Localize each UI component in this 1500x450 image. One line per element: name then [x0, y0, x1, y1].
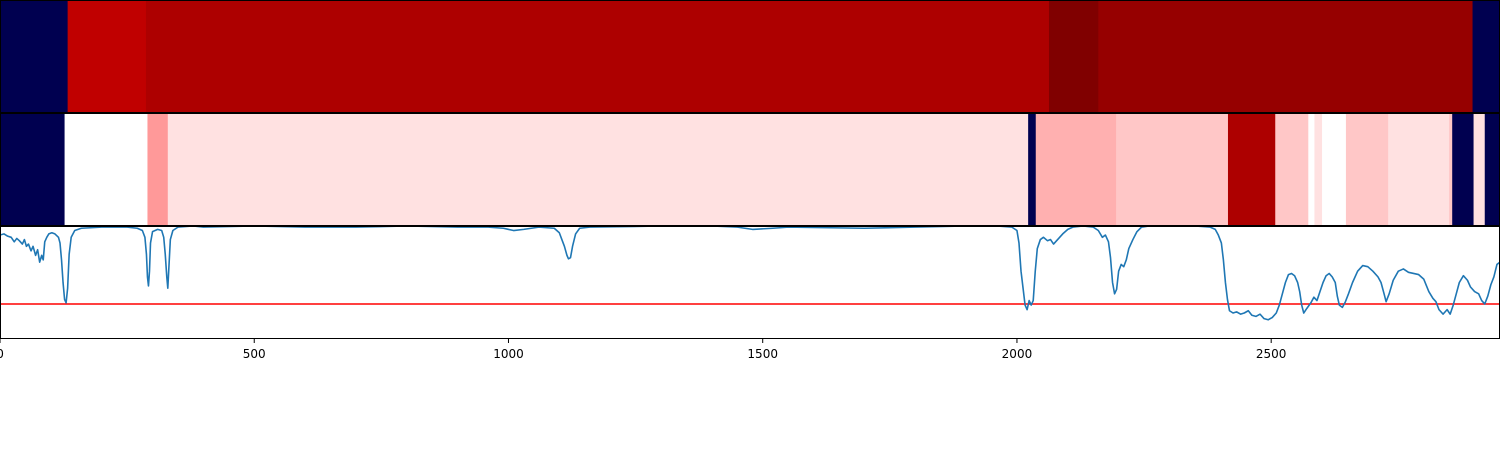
x-tick-label-2: 1000: [493, 347, 524, 361]
heatmap-middle-segment-13: [1388, 113, 1450, 226]
heatmap-middle-segment-7: [1227, 113, 1276, 226]
x-tick-label-0: 0: [0, 347, 4, 361]
heatmap-middle-segment-17: [1484, 113, 1500, 226]
heatmap-top-segment-2: [145, 0, 1050, 113]
series-line: [0, 225, 1500, 321]
heatmap-middle-segment-2: [147, 113, 169, 226]
x-tick-label-4: 2000: [1002, 347, 1033, 361]
x-tick-label-3: 1500: [747, 347, 778, 361]
heatmap-top-segment-4: [1098, 0, 1474, 113]
heatmap-middle-segment-12: [1345, 113, 1389, 226]
heatmap-middle-segment-8: [1275, 113, 1309, 226]
heatmap-middle-segment-14: [1449, 113, 1453, 226]
heatmap-middle: [0, 113, 1500, 226]
x-tick-label-5: 2500: [1256, 347, 1287, 361]
heatmap-top-segment-1: [67, 0, 147, 113]
line-panel-frame: [0, 226, 1500, 339]
heatmap-middle-segment-1: [64, 113, 148, 226]
heatmap-middle-segment-16: [1473, 113, 1486, 226]
line-panel: 0 500 1000 1500 2000 2500: [0, 225, 1500, 361]
heatmap-middle-segment-0: [0, 113, 66, 226]
heatmap-top-segment-0: [0, 0, 69, 113]
heatmap-top-segment-5: [1472, 0, 1500, 113]
heatmap-middle-segment-3: [167, 113, 1029, 226]
heatmap-middle-segment-10: [1314, 113, 1323, 226]
heatmap-middle-segment-5: [1035, 113, 1117, 226]
heatmap-middle-segment-9: [1308, 113, 1315, 226]
heatmap-top: [0, 0, 1500, 113]
x-axis: 0 500 1000 1500 2000 2500: [0, 339, 1286, 361]
heatmap-middle-segment-15: [1452, 113, 1475, 226]
heatmap-middle-segment-6: [1116, 113, 1229, 226]
heatmap-top-segment-3: [1048, 0, 1099, 113]
heatmap-middle-segment-4: [1028, 113, 1037, 226]
heatmap-middle-segment-11: [1322, 113, 1347, 226]
x-tick-label-1: 500: [243, 347, 266, 361]
